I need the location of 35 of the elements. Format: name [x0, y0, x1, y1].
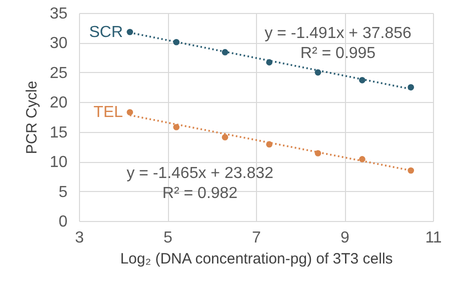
point: [222, 49, 228, 56]
point: [266, 59, 272, 66]
x-axis-title: Log₂ (DNA concentration-pg) of 3T3 cells: [120, 250, 393, 268]
y-tick-label: 15: [50, 124, 68, 142]
point: [266, 141, 272, 148]
x-tick-label: 3: [75, 230, 84, 246]
y-tick-label: 20: [50, 94, 68, 112]
y-tick-label: 25: [50, 64, 68, 82]
series-label: TEL: [94, 104, 123, 122]
y-tick-label: 5: [58, 184, 68, 201]
y-axis-title: PCR Cycle: [24, 80, 41, 154]
y-tick-label: 0: [58, 214, 68, 230]
annotation: y = -1.465x + 23.832: [126, 165, 274, 182]
y-tick-label: 30: [50, 35, 68, 52]
annotation: R² = 0.995: [300, 45, 376, 62]
series-label: SCR: [89, 24, 123, 42]
point: [173, 38, 180, 46]
x-tick-label: 9: [340, 230, 350, 246]
annotation: y = -1.491x + 37.856: [264, 25, 412, 42]
x-tick-label: 5: [164, 230, 173, 246]
point: [314, 150, 322, 156]
annotation: R² = 0.982: [162, 185, 238, 202]
point: [408, 84, 414, 90]
point: [173, 124, 180, 130]
point: [126, 28, 134, 36]
x-tick-label: 11: [425, 230, 442, 246]
y-tick-label: 10: [50, 154, 68, 172]
point: [359, 156, 366, 162]
x-tick-label: 7: [252, 230, 262, 246]
y-tick-label: 35: [50, 6, 68, 22]
point: [126, 109, 134, 116]
point: [408, 167, 414, 174]
point: [359, 77, 366, 84]
point: [222, 134, 228, 140]
point: [314, 69, 322, 76]
